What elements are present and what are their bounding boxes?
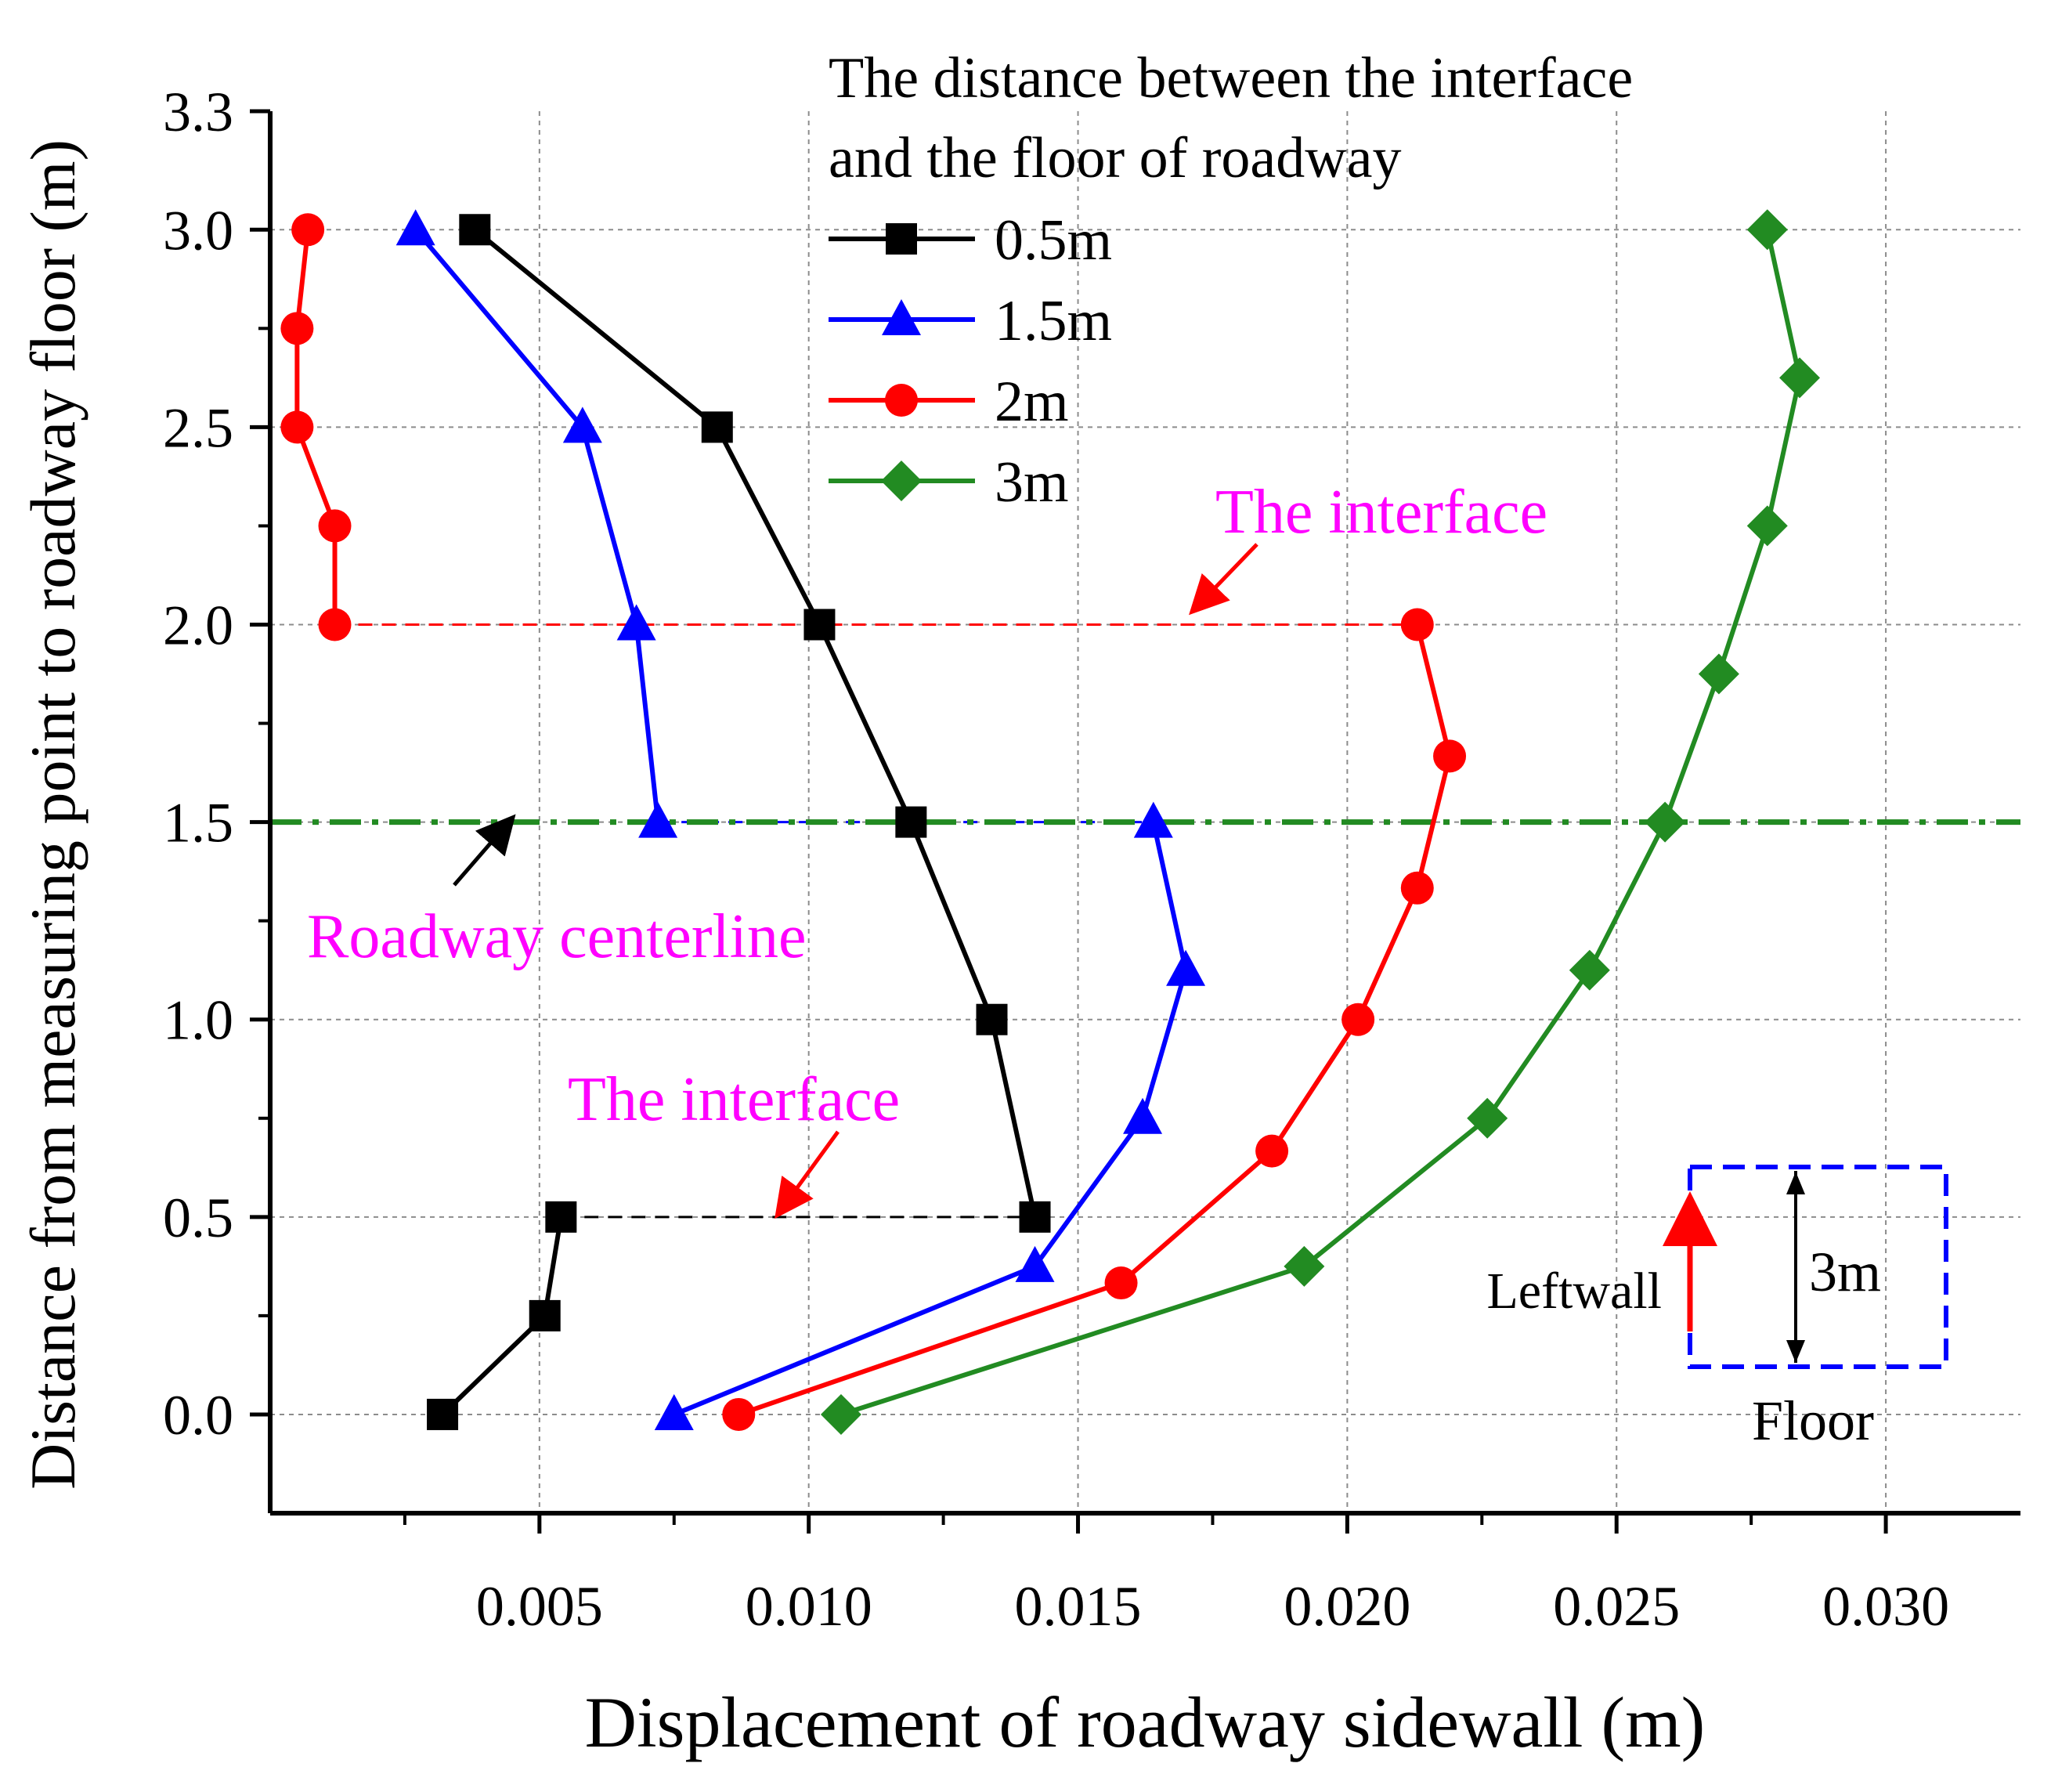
x-tick-label: 0.025 bbox=[1553, 1575, 1680, 1638]
legend-marker-3m bbox=[881, 461, 922, 501]
y-tick-label: 0.0 bbox=[163, 1384, 233, 1447]
series-line-0.5m bbox=[473, 227, 1038, 1218]
inset-wall-label: Leftwall bbox=[1486, 1263, 1662, 1320]
centerline-arrow bbox=[453, 814, 516, 887]
interface-label-lower: The interface bbox=[568, 1065, 900, 1134]
data-point-0.5m bbox=[1019, 1201, 1051, 1233]
y-tick-label: 3.3 bbox=[163, 81, 233, 143]
inset-floor-label: Floor bbox=[1752, 1389, 1874, 1452]
axes bbox=[268, 111, 2020, 1516]
data-point-1.5m bbox=[1015, 1245, 1055, 1282]
data-point-0.5m bbox=[895, 806, 927, 838]
data-point-3m bbox=[1645, 801, 1686, 843]
ticks: 0.005 0.010 0.015 0.020 0.025 0.030 0.0 0.5 1.0 1… bbox=[163, 81, 1949, 1638]
data-point-0.5m bbox=[976, 1003, 1008, 1035]
y-tick-label: 3.0 bbox=[163, 199, 233, 262]
series-line-1.5m bbox=[413, 228, 661, 822]
legend-marker-1.5m bbox=[882, 299, 921, 335]
data-point-3m bbox=[1698, 653, 1739, 695]
data-point-3m bbox=[1467, 1097, 1508, 1139]
data-point-1.5m bbox=[616, 604, 656, 641]
data-point-3m bbox=[1746, 209, 1788, 251]
data-point-3m bbox=[1284, 1245, 1325, 1287]
x-tick-label: 0.005 bbox=[476, 1575, 603, 1638]
y-tick-label: 1.5 bbox=[163, 792, 233, 854]
data-point-2m bbox=[722, 1397, 756, 1431]
x-tick-label: 0.020 bbox=[1284, 1575, 1410, 1638]
series-layer bbox=[280, 209, 1821, 1435]
y-axis-label: Distance from measuring point to roadway… bbox=[17, 139, 88, 1490]
legend-label-2m: 2m bbox=[995, 370, 1069, 434]
data-point-1.5m bbox=[638, 801, 678, 838]
series-3m bbox=[820, 209, 1821, 1435]
y-tick-label: 2.0 bbox=[163, 594, 233, 656]
data-point-2m bbox=[318, 509, 352, 543]
data-point-3m bbox=[1779, 357, 1821, 399]
inset-height-arrow-bottom bbox=[1786, 1340, 1805, 1363]
interface-arrow-lower bbox=[775, 1130, 840, 1219]
inset-height-label: 3m bbox=[1809, 1241, 1881, 1303]
data-point-1.5m bbox=[562, 406, 602, 443]
legend-label-0.5m: 0.5m bbox=[995, 208, 1112, 273]
data-point-2m bbox=[1400, 608, 1434, 641]
data-point-0.5m bbox=[459, 214, 491, 246]
y-tick-label: 1.0 bbox=[163, 989, 233, 1052]
data-point-0.5m bbox=[545, 1201, 577, 1233]
data-point-1.5m bbox=[1166, 949, 1206, 986]
series-2m bbox=[280, 213, 1467, 1431]
legend: The distance between the interface and t… bbox=[829, 46, 1633, 515]
data-point-3m bbox=[1569, 949, 1610, 991]
data-point-2m bbox=[1104, 1266, 1138, 1300]
data-point-2m bbox=[1433, 739, 1467, 773]
legend-marker-2m bbox=[885, 384, 918, 417]
y-tick-label: 0.5 bbox=[163, 1187, 233, 1249]
data-point-0.5m bbox=[701, 411, 733, 443]
legend-label-3m: 3m bbox=[995, 450, 1069, 515]
x-tick-label: 0.030 bbox=[1822, 1575, 1949, 1638]
data-point-1.5m bbox=[1123, 1097, 1163, 1134]
legend-marker-0.5m bbox=[886, 223, 917, 255]
data-point-2m bbox=[318, 608, 352, 641]
data-point-1.5m bbox=[654, 1393, 694, 1430]
inset-height-arrow-top bbox=[1786, 1172, 1805, 1194]
data-point-2m bbox=[280, 312, 314, 345]
data-point-0.5m bbox=[529, 1299, 561, 1331]
data-point-0.5m bbox=[427, 1398, 459, 1430]
data-point-2m bbox=[280, 410, 314, 444]
data-point-3m bbox=[1746, 505, 1788, 547]
legend-title-line1: The distance between the interface bbox=[829, 46, 1633, 110]
data-point-1.5m bbox=[395, 209, 435, 246]
interface-label-upper: The interface bbox=[1215, 478, 1547, 547]
series-0.5m bbox=[427, 214, 1051, 1430]
x-tick-label: 0.010 bbox=[746, 1575, 872, 1638]
roadway-inset: 3m Leftwall Floor bbox=[1486, 1165, 1948, 1452]
legend-label-1.5m: 1.5m bbox=[995, 289, 1112, 353]
x-axis-label: Displacement of roadway sidewall (m) bbox=[585, 1682, 1706, 1762]
data-point-2m bbox=[1341, 1003, 1375, 1036]
x-tick-label: 0.015 bbox=[1015, 1575, 1142, 1638]
y-tick-label: 2.5 bbox=[163, 396, 233, 459]
data-point-0.5m bbox=[803, 609, 836, 641]
legend-title-line2: and the floor of roadway bbox=[829, 126, 1402, 190]
data-point-2m bbox=[1400, 871, 1434, 905]
interface-arrow-upper bbox=[1189, 543, 1258, 616]
annotations: The interface The interface Roadway cent… bbox=[307, 478, 1547, 1219]
data-point-2m bbox=[1255, 1134, 1289, 1168]
data-point-3m bbox=[820, 1393, 861, 1435]
data-point-2m bbox=[291, 213, 325, 247]
data-point-1.5m bbox=[1133, 801, 1173, 838]
series-1.5m bbox=[395, 209, 1206, 1430]
centerline-label: Roadway centerline bbox=[307, 902, 807, 971]
